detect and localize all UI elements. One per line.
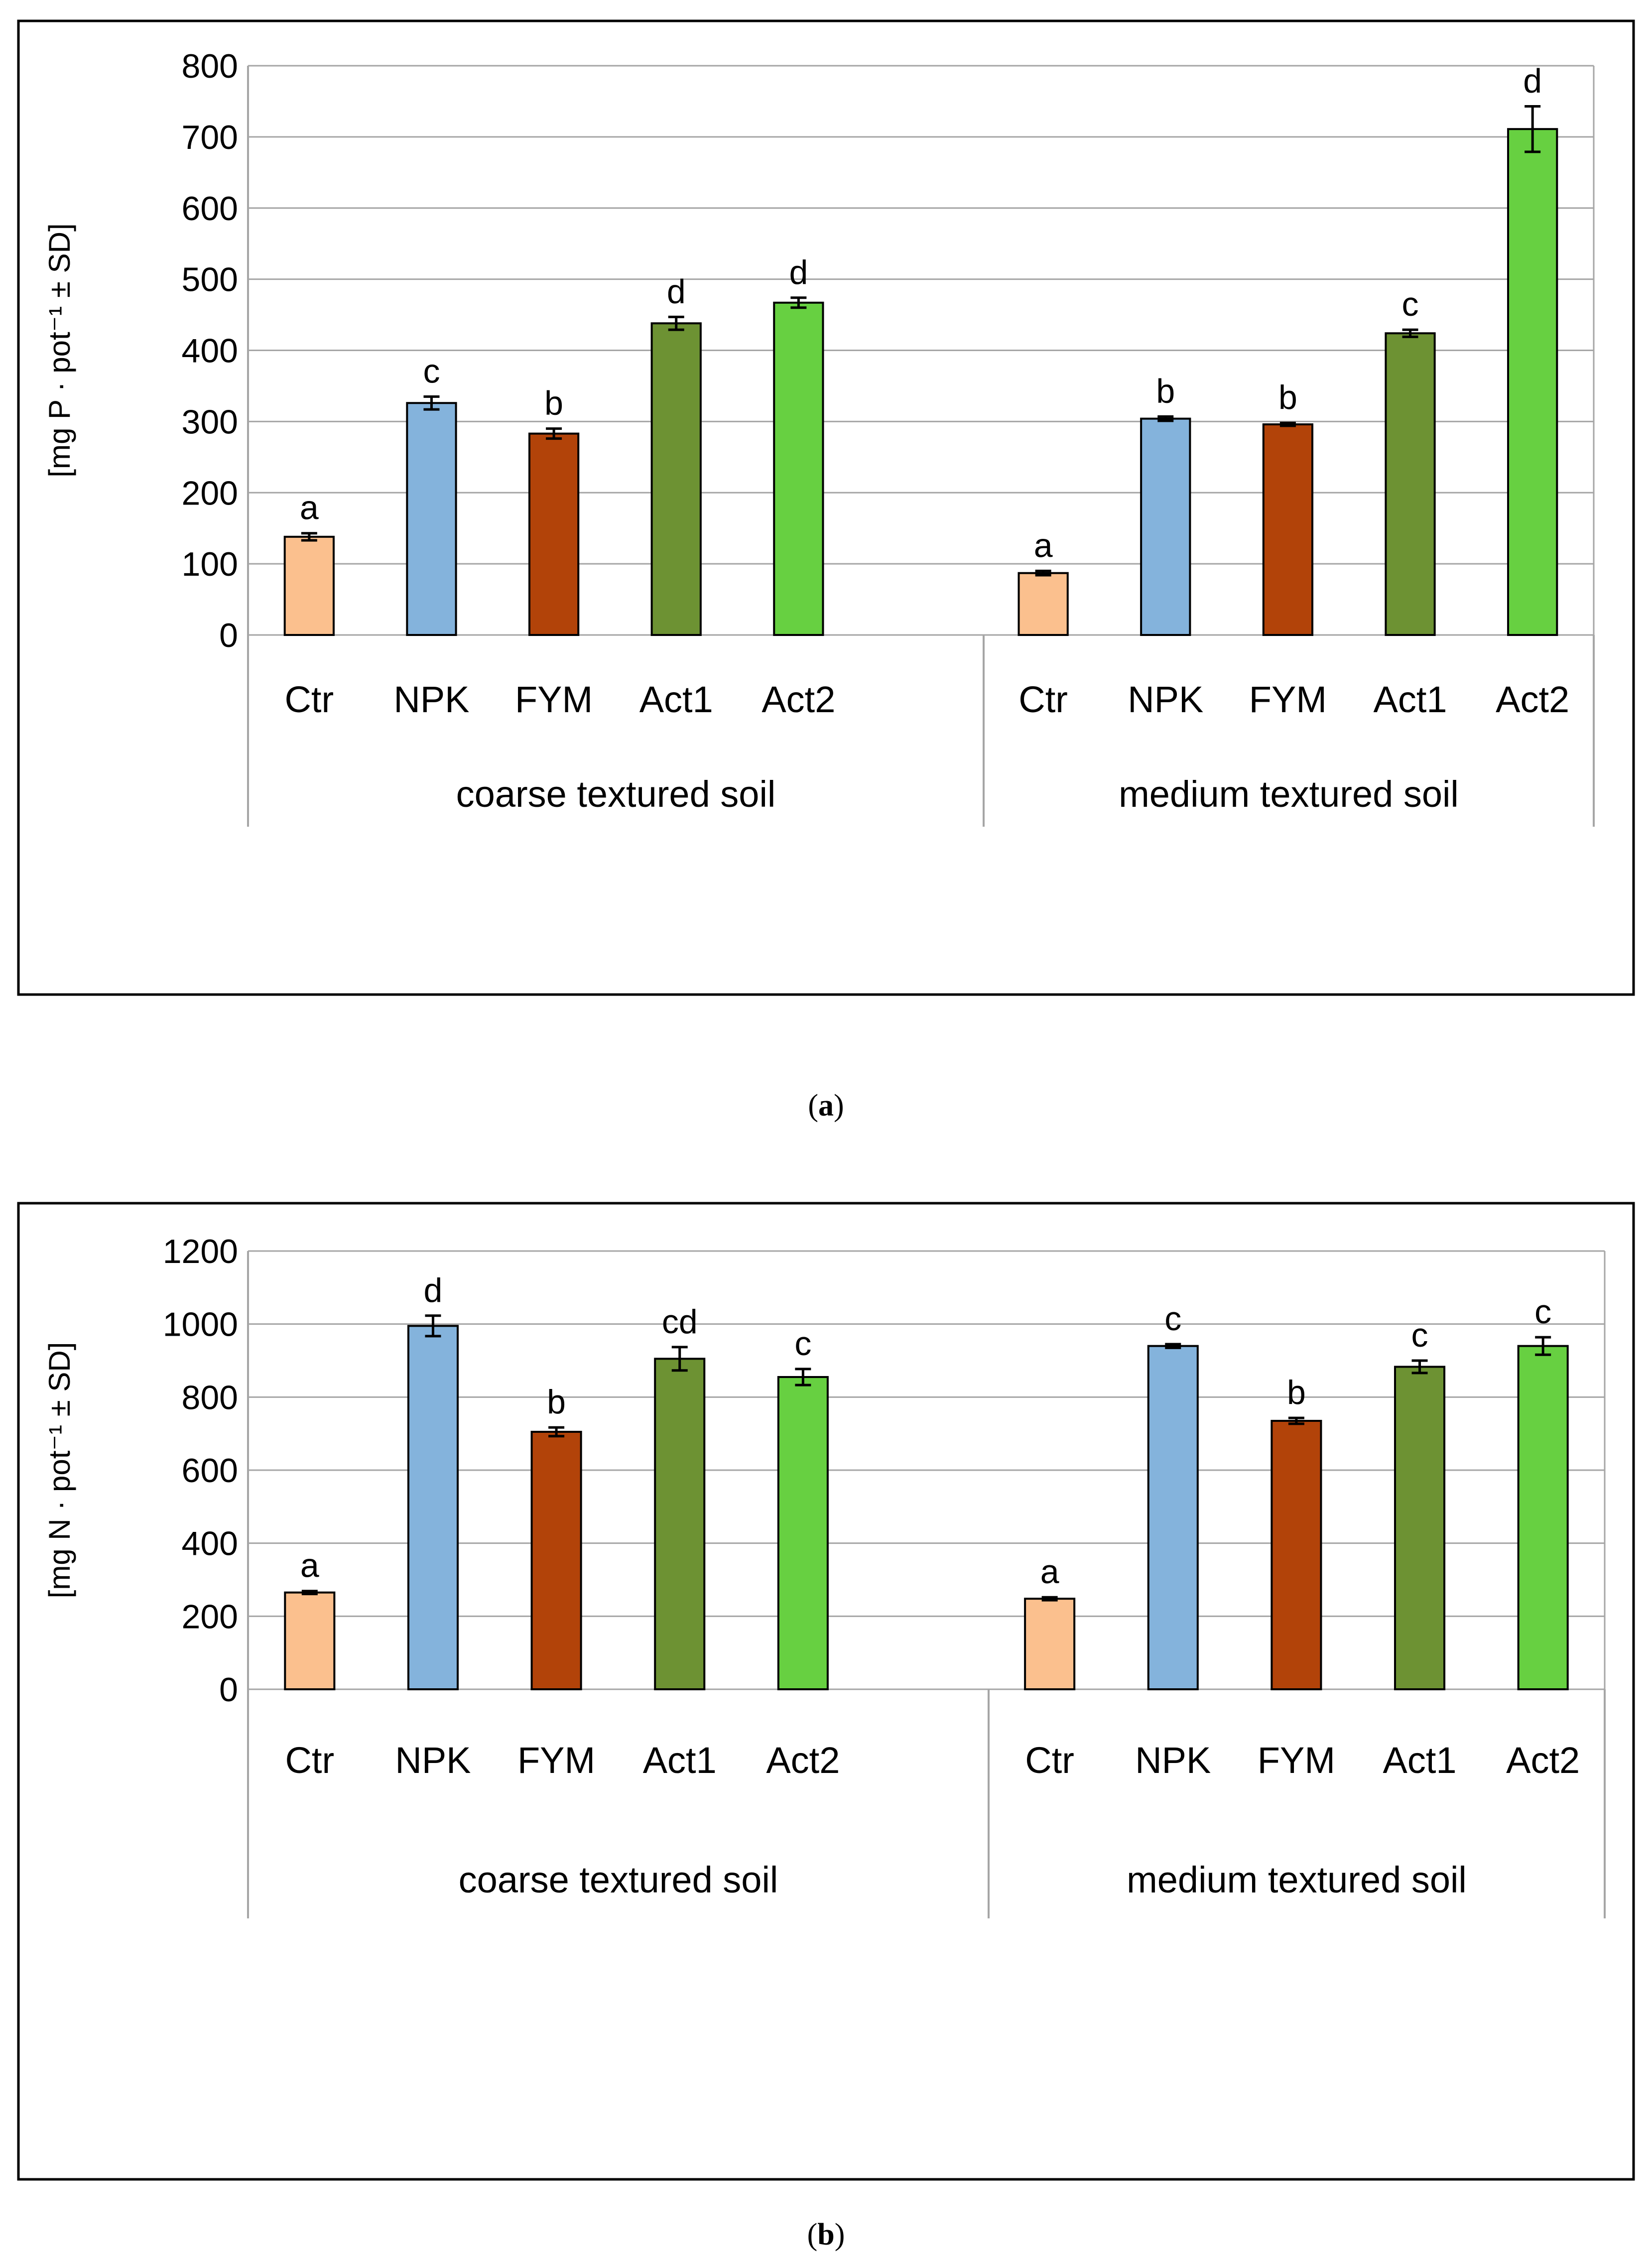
y-tick-label: 800 <box>182 47 238 85</box>
chart-frame <box>17 19 1635 996</box>
y-tick-label: 600 <box>182 1452 238 1490</box>
category-label: NPK <box>1128 679 1203 720</box>
bar-npk <box>1147 1345 1199 1690</box>
significance-letter: c <box>1402 285 1419 323</box>
bar-act2 <box>777 1376 829 1690</box>
group-label: coarse textured soil <box>456 773 776 815</box>
bar-act2 <box>1517 1345 1569 1690</box>
significance-letter: b <box>1156 372 1175 410</box>
figure-a: 0 100 200 300 400 500 600 700 800 [mg P · pot⁻¹ ±… <box>0 0 1652 1026</box>
category-label: Ctr <box>284 679 334 720</box>
bar-fym <box>528 432 580 636</box>
category-label: Act2 <box>1506 1740 1580 1781</box>
caption-b-letter: b <box>817 2218 835 2252</box>
bar-act1 <box>654 1358 706 1691</box>
bar-ctr <box>1024 1598 1076 1691</box>
y-tick-label: 500 <box>182 261 238 299</box>
chart-frame <box>17 1202 1635 2181</box>
category-label: NPK <box>393 679 469 720</box>
category-label: FYM <box>1258 1740 1335 1781</box>
significance-letter: c <box>423 352 440 390</box>
category-label: FYM <box>1249 679 1327 720</box>
chart-b-nitrogen: 0 200 400 600 800 1000 1200 [mg N · pot⁻¹ ± SD]… <box>17 1202 1635 2181</box>
y-tick-label: 300 <box>182 403 238 441</box>
significance-letter: a <box>300 489 319 527</box>
caption-a-letter: a <box>818 1089 834 1123</box>
figure-b: 0 200 400 600 800 1000 1200 [mg N · pot⁻¹ ± SD]… <box>0 1185 1652 2196</box>
caption-a: (a) <box>808 1089 844 1123</box>
significance-letter: a <box>300 1547 319 1585</box>
bar-fym <box>530 1431 582 1690</box>
significance-letter: a <box>1034 526 1053 564</box>
category-label: FYM <box>517 1740 595 1781</box>
y-tick-label: 1200 <box>163 1233 238 1270</box>
bar-fym <box>1262 423 1314 636</box>
y-tick-label: 0 <box>219 1671 238 1709</box>
chart-a-phosphorus: 0 100 200 300 400 500 600 700 800 [mg P · pot⁻¹ ±… <box>17 19 1635 996</box>
category-label: NPK <box>395 1740 471 1781</box>
y-tick-label: 1000 <box>163 1306 238 1344</box>
category-label: Act1 <box>1374 679 1447 720</box>
group-label: medium textured soil <box>1127 1859 1467 1900</box>
bar-act2 <box>1507 128 1558 636</box>
category-label: Act1 <box>639 679 713 720</box>
y-tick-label: 100 <box>182 545 238 583</box>
category-label: Act2 <box>766 1740 840 1781</box>
category-label: Act1 <box>1383 1740 1457 1781</box>
bar-npk <box>407 1325 459 1691</box>
significance-letter: d <box>789 253 808 291</box>
y-tick-label: 200 <box>182 474 238 512</box>
category-label: Ctr <box>1018 679 1068 720</box>
significance-letter: d <box>667 272 686 310</box>
significance-letter: d <box>424 1271 443 1309</box>
group-label: coarse textured soil <box>459 1859 778 1900</box>
bar-ctr <box>284 1591 336 1691</box>
category-label: FYM <box>515 679 593 720</box>
significance-letter: c <box>1411 1316 1428 1354</box>
significance-letter: b <box>544 384 563 422</box>
y-axis-title: [mg P · pot⁻¹ ± SD] <box>43 223 76 477</box>
y-tick-label: 600 <box>182 190 238 228</box>
category-label: Ctr <box>285 1740 334 1781</box>
y-tick-label: 200 <box>182 1598 238 1635</box>
y-tick-label: 0 <box>219 617 238 654</box>
significance-letter: c <box>1534 1293 1551 1331</box>
bar-act1 <box>650 322 702 636</box>
significance-letter: a <box>1040 1553 1059 1591</box>
category-label: Act1 <box>643 1740 717 1781</box>
category-label: Ctr <box>1025 1740 1074 1781</box>
bar-ctr <box>1017 572 1069 636</box>
bar-act1 <box>1385 332 1436 636</box>
bar-ctr <box>283 535 335 636</box>
significance-letter: b <box>1287 1374 1306 1411</box>
category-label: Act2 <box>1496 679 1569 720</box>
caption-b: (b) <box>807 2218 845 2252</box>
y-axis-title: [mg N · pot⁻¹ ± SD] <box>43 1342 76 1599</box>
significance-letter: d <box>1523 62 1542 100</box>
bar-npk <box>1140 417 1191 636</box>
bar-fym <box>1271 1420 1322 1690</box>
y-tick-label: 700 <box>182 119 238 156</box>
significance-letter: c <box>1164 1300 1181 1338</box>
category-label: NPK <box>1135 1740 1211 1781</box>
y-tick-label: 400 <box>182 1525 238 1563</box>
bar-act1 <box>1394 1366 1446 1690</box>
bar-npk <box>406 402 457 636</box>
bar-act2 <box>773 301 824 636</box>
y-tick-label: 400 <box>182 332 238 370</box>
group-label: medium textured soil <box>1119 773 1459 815</box>
significance-letter: b <box>547 1383 566 1421</box>
significance-letter: b <box>1278 378 1297 416</box>
y-tick-label: 800 <box>182 1379 238 1416</box>
significance-letter: cd <box>662 1303 698 1341</box>
category-label: Act2 <box>762 679 835 720</box>
significance-letter: c <box>794 1325 811 1363</box>
